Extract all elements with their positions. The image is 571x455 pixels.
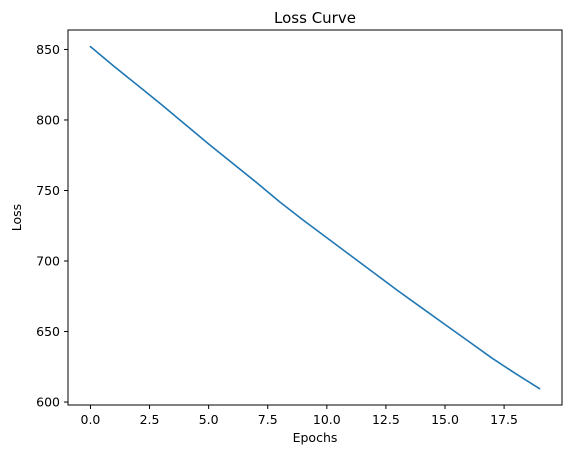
plot-frame	[67, 29, 563, 406]
plot-background	[68, 30, 562, 405]
x-tick-label: 10.0	[313, 412, 341, 427]
y-tick-label: 800	[36, 112, 60, 127]
x-tick-label: 15.0	[431, 412, 459, 427]
x-tick-label: 2.5	[140, 412, 160, 427]
x-axis-label: Epochs	[293, 430, 338, 445]
loss-series-line	[89, 45, 541, 390]
y-tick-label: 700	[36, 254, 60, 269]
x-tick-label: 7.5	[258, 412, 278, 427]
y-tick-label: 850	[36, 42, 60, 57]
x-tick-label: 17.5	[490, 412, 518, 427]
y-tick-label: 600	[36, 395, 60, 410]
x-tick-label: 12.5	[372, 412, 400, 427]
x-tick-label: 5.0	[199, 412, 219, 427]
y-axis-label: Loss	[9, 204, 24, 231]
y-axis-ticks: 600 650 700 750 800 850	[36, 42, 68, 410]
x-axis-ticks: 0.0 2.5 5.0 7.5 10.0 12.5 15.0 17.5	[81, 405, 518, 427]
y-tick-label: 750	[36, 183, 60, 198]
y-tick-label: 650	[36, 324, 60, 339]
chart-title: Loss Curve	[274, 9, 356, 27]
series-layer	[89, 45, 541, 390]
x-tick-label: 0.0	[81, 412, 101, 427]
